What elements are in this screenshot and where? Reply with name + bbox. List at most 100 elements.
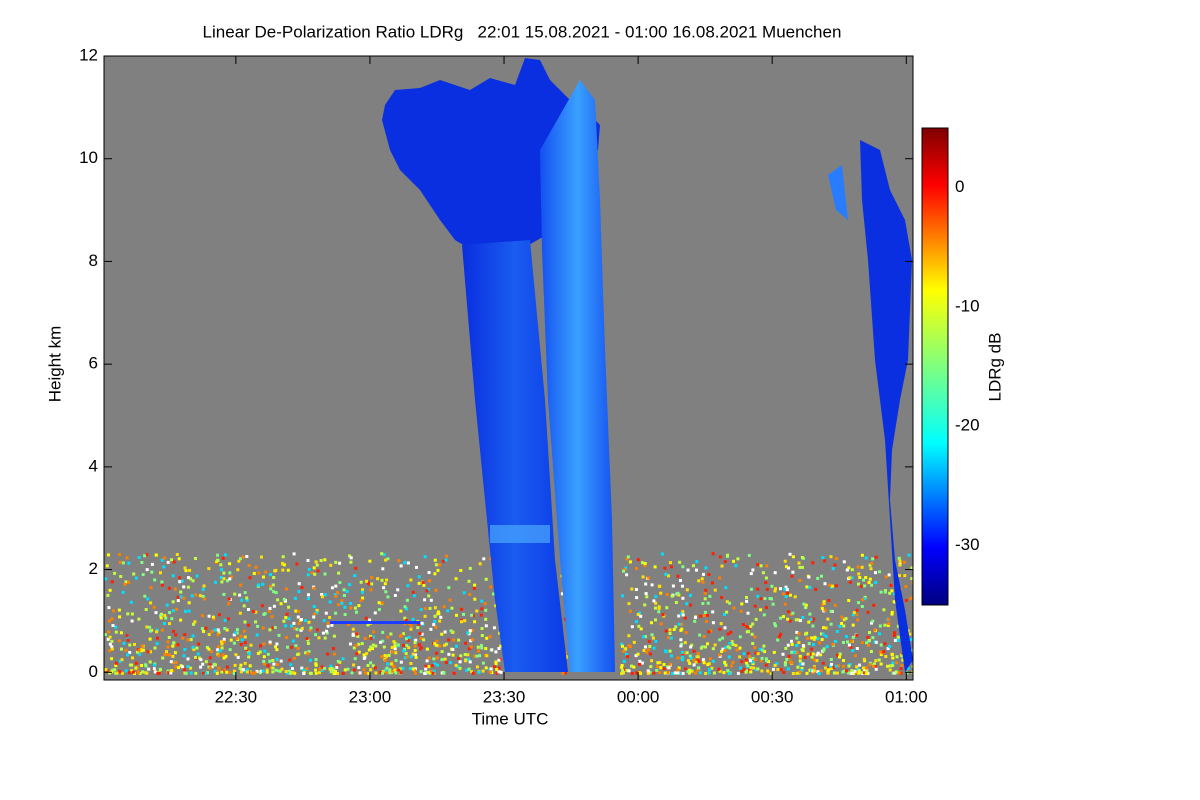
noise-speckle: [232, 641, 236, 645]
noise-speckle: [805, 585, 809, 589]
noise-speckle: [801, 644, 805, 648]
noise-speckle: [713, 588, 717, 592]
noise-speckle: [164, 616, 168, 620]
noise-speckle: [381, 639, 385, 643]
noise-speckle: [834, 664, 838, 668]
noise-speckle: [380, 655, 384, 659]
noise-speckle: [766, 669, 770, 673]
noise-speckle: [807, 620, 811, 624]
noise-speckle: [816, 576, 820, 580]
noise-speckle: [662, 663, 666, 666]
noise-speckle: [225, 628, 229, 632]
noise-speckle: [334, 611, 338, 615]
noise-speckle: [371, 647, 374, 651]
noise-speckle: [745, 599, 749, 603]
noise-speckle: [315, 628, 319, 632]
noise-speckle: [254, 620, 258, 624]
noise-speckle: [871, 636, 875, 640]
noise-speckle: [467, 658, 471, 662]
noise-speckle: [790, 650, 794, 654]
noise-speckle: [636, 613, 640, 616]
noise-speckle: [159, 571, 162, 575]
noise-speckle: [131, 656, 134, 660]
noise-speckle: [845, 669, 848, 673]
noise-speckle: [676, 591, 680, 595]
noise-speckle: [444, 558, 448, 562]
noise-speckle: [222, 592, 226, 596]
noise-speckle: [209, 650, 213, 654]
noise-speckle: [904, 599, 908, 602]
noise-speckle: [111, 624, 115, 627]
noise-speckle: [258, 650, 262, 654]
noise-speckle: [471, 614, 475, 618]
noise-speckle: [390, 650, 394, 654]
noise-speckle: [677, 593, 681, 597]
noise-speckle: [321, 631, 325, 635]
noise-speckle: [290, 645, 294, 649]
noise-speckle: [106, 637, 110, 641]
noise-speckle: [113, 668, 117, 672]
noise-speckle: [468, 592, 472, 596]
noise-speckle: [696, 655, 700, 659]
noise-speckle: [493, 665, 496, 669]
noise-speckle: [377, 608, 381, 612]
noise-speckle: [889, 583, 893, 587]
noise-speckle: [690, 669, 694, 673]
noise-speckle: [170, 669, 173, 673]
noise-speckle: [257, 571, 261, 575]
noise-speckle: [314, 633, 318, 637]
noise-speckle: [808, 585, 812, 589]
noise-speckle: [293, 626, 296, 630]
noise-speckle: [673, 671, 677, 675]
cloud-right: [860, 140, 913, 672]
noise-speckle: [110, 645, 114, 649]
noise-speckle: [473, 654, 477, 658]
noise-speckle: [663, 649, 667, 653]
noise-speckle: [768, 597, 772, 600]
noise-speckle: [223, 553, 227, 557]
noise-speckle: [760, 656, 764, 660]
noise-speckle: [472, 586, 476, 590]
noise-speckle: [798, 670, 802, 674]
noise-speckle: [257, 583, 261, 587]
noise-speckle: [481, 661, 485, 665]
noise-speckle: [443, 643, 447, 647]
noise-speckle: [660, 552, 664, 556]
noise-speckle: [427, 594, 431, 598]
noise-speckle: [679, 612, 683, 616]
noise-speckle: [236, 655, 240, 659]
noise-speckle: [239, 634, 243, 638]
noise-speckle: [773, 571, 777, 575]
noise-speckle: [261, 582, 265, 586]
noise-speckle: [216, 670, 220, 673]
noise-speckle: [172, 560, 176, 564]
noise-speckle: [156, 636, 159, 640]
noise-speckle: [198, 594, 202, 598]
noise-speckle: [330, 667, 334, 671]
noise-speckle: [338, 561, 342, 565]
noise-speckle: [784, 646, 788, 650]
noise-speckle: [728, 646, 732, 650]
noise-speckle: [426, 671, 429, 674]
noise-speckle: [264, 570, 268, 574]
noise-speckle: [306, 638, 310, 642]
noise-speckle: [387, 653, 391, 657]
noise-speckle: [784, 565, 788, 569]
noise-speckle: [686, 659, 690, 663]
noise-speckle: [134, 666, 138, 670]
noise-speckle: [243, 620, 247, 624]
noise-speckle: [239, 643, 243, 647]
noise-speckle: [754, 617, 758, 621]
noise-speckle: [396, 588, 400, 592]
noise-speckle: [446, 609, 450, 613]
noise-speckle: [161, 583, 164, 587]
noise-speckle: [429, 669, 433, 673]
noise-speckle: [749, 587, 753, 591]
noise-speckle: [158, 668, 162, 672]
noise-speckle: [469, 645, 473, 649]
noise-speckle: [886, 624, 890, 627]
noise-speckle: [199, 658, 203, 662]
noise-speckle: [304, 651, 308, 655]
noise-speckle: [110, 639, 114, 643]
noise-speckle: [695, 568, 698, 572]
